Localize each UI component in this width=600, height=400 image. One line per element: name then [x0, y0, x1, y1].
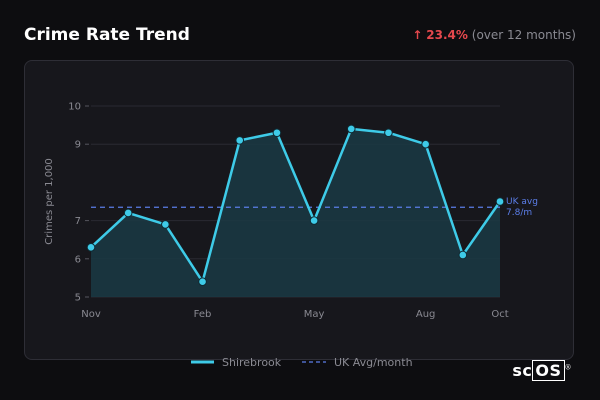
x-tick-label: May	[304, 309, 325, 320]
change-arrow-icon: ↑	[412, 28, 423, 42]
series-line	[90, 127, 502, 283]
data-point	[161, 220, 170, 229]
brand-logo: sc OS ®	[512, 360, 572, 381]
data-point	[235, 136, 245, 145]
data-point	[123, 208, 133, 218]
series-area	[91, 128, 500, 297]
y-tick-label: 6	[75, 254, 81, 265]
data-point	[495, 197, 505, 206]
data-point	[458, 250, 468, 260]
y-tick-label: 10	[68, 102, 81, 113]
change-note: (over 12 months)	[471, 28, 576, 42]
data-point	[346, 124, 356, 134]
x-tick-label: Feb	[194, 309, 212, 320]
data-point	[198, 277, 207, 287]
y-tick-label: 5	[75, 293, 81, 304]
legend-label-reference: UK Avg/month	[334, 356, 413, 369]
data-point	[272, 128, 282, 138]
x-tick-label: Nov	[81, 309, 101, 320]
x-tick-label: Oct	[491, 309, 508, 320]
change-percent: 23.4%	[426, 28, 468, 42]
change-indicator: ↑ 23.4% (over 12 months)	[412, 28, 576, 42]
legend-label-series: Shirebrook	[222, 356, 282, 369]
brand-prefix: sc	[512, 361, 533, 380]
reference-label-line1: UK avg	[506, 197, 538, 207]
y-axis-title: Crimes per 1,000	[44, 158, 55, 245]
data-point	[421, 139, 430, 149]
reference-label-line2: 7.8/m	[506, 208, 532, 218]
data-point	[86, 243, 96, 252]
chart-title: Crime Rate Trend	[24, 25, 190, 45]
brand-mark: ®	[564, 363, 572, 372]
y-tick-label: 9	[75, 140, 81, 151]
data-point	[309, 216, 319, 225]
x-tick-label: Aug	[416, 309, 436, 320]
data-point	[384, 128, 393, 138]
y-tick-label: 7	[75, 216, 81, 227]
brand-boxed: OS	[532, 360, 565, 381]
